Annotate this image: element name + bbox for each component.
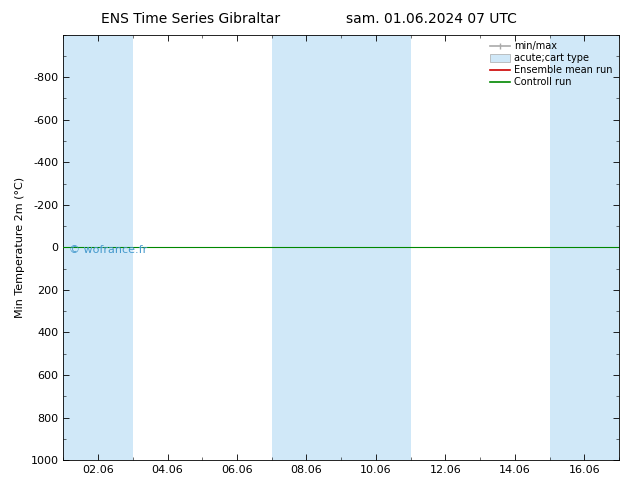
Y-axis label: Min Temperature 2m (°C): Min Temperature 2m (°C) — [15, 177, 25, 318]
Bar — [63, 35, 133, 460]
Bar — [272, 35, 341, 460]
Text: sam. 01.06.2024 07 UTC: sam. 01.06.2024 07 UTC — [346, 12, 517, 26]
Bar — [550, 35, 619, 460]
Text: ENS Time Series Gibraltar: ENS Time Series Gibraltar — [101, 12, 280, 26]
Legend: min/max, acute;cart type, Ensemble mean run, Controll run: min/max, acute;cart type, Ensemble mean … — [488, 40, 614, 89]
Bar — [341, 35, 411, 460]
Text: © wofrance.fr: © wofrance.fr — [69, 245, 147, 255]
